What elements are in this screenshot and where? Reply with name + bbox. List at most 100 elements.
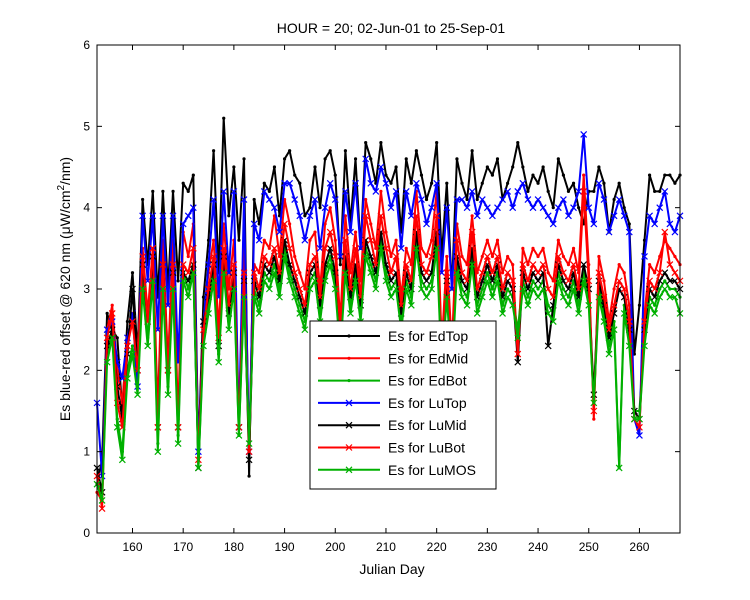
data-point <box>298 181 302 185</box>
x-tick-label: 220 <box>427 540 447 554</box>
data-point <box>524 301 532 309</box>
data-point <box>561 287 566 291</box>
data-point <box>125 319 130 324</box>
data-point <box>453 236 461 244</box>
data-point <box>418 285 425 293</box>
data-point <box>296 285 304 293</box>
data-point <box>347 228 354 236</box>
data-point <box>561 173 566 177</box>
data-point <box>495 238 500 242</box>
data-point <box>531 246 535 250</box>
data-point <box>250 293 258 301</box>
data-point <box>585 204 593 212</box>
data-point <box>544 212 552 220</box>
data-point <box>671 228 679 236</box>
data-point <box>646 277 654 285</box>
data-point <box>306 285 314 293</box>
data-point <box>389 181 393 185</box>
data-point <box>671 277 679 285</box>
data-point <box>321 277 329 285</box>
data-point <box>303 287 307 291</box>
data-point <box>282 157 287 161</box>
data-point <box>169 212 177 220</box>
legend-label: Es for EdBot <box>388 373 467 389</box>
data-point <box>559 277 567 285</box>
data-point <box>595 269 603 277</box>
data-point <box>544 309 552 317</box>
data-point <box>369 222 373 226</box>
data-point <box>445 181 449 185</box>
data-point <box>656 269 664 277</box>
data-point <box>306 261 314 269</box>
data-point <box>377 163 385 171</box>
data-point <box>382 179 390 187</box>
data-point <box>627 303 631 307</box>
data-point <box>514 350 522 358</box>
data-point <box>647 173 652 177</box>
data-point <box>394 238 398 242</box>
data-point <box>159 212 167 220</box>
data-point <box>321 204 329 212</box>
data-point <box>260 277 268 285</box>
data-point <box>419 173 424 177</box>
data-point <box>392 187 400 195</box>
data-point <box>445 254 449 259</box>
legend-swatch-marker <box>345 466 353 474</box>
data-point <box>483 204 491 212</box>
data-point <box>341 187 349 195</box>
data-point <box>379 189 383 193</box>
data-point <box>509 204 517 212</box>
data-point <box>412 212 420 220</box>
y-tick-label: 0 <box>83 526 90 540</box>
data-point <box>321 244 329 252</box>
data-point <box>225 326 233 334</box>
data-point <box>367 269 375 277</box>
y-axis-label-part-2: μ <box>57 226 73 234</box>
y-axis-label-part-5: /nm) <box>57 157 73 185</box>
data-point <box>580 187 588 195</box>
data-point <box>651 285 659 293</box>
data-point <box>620 212 628 220</box>
data-point <box>255 309 263 317</box>
data-point <box>232 165 236 169</box>
legend-swatch-marker <box>345 421 353 429</box>
data-point <box>222 116 226 120</box>
data-point <box>605 228 613 236</box>
data-point <box>663 173 667 177</box>
data-point <box>465 197 469 202</box>
data-point <box>262 181 266 185</box>
data-point <box>424 254 429 259</box>
data-point <box>308 238 312 242</box>
data-point <box>382 244 390 252</box>
data-point <box>181 181 185 185</box>
data-point <box>521 165 525 169</box>
data-point <box>303 214 307 218</box>
data-point <box>499 285 506 293</box>
data-point <box>435 141 439 145</box>
data-point <box>605 350 613 358</box>
chart-title: HOUR = 20; 02-Jun-01 to 25-Sep-01 <box>277 20 506 36</box>
data-point <box>504 293 512 301</box>
data-point <box>205 309 212 317</box>
data-point <box>255 285 263 293</box>
data-point <box>483 253 491 260</box>
data-point <box>617 181 621 185</box>
data-point <box>529 261 537 269</box>
data-point <box>323 222 327 226</box>
data-point <box>480 287 484 291</box>
data-point <box>577 206 581 210</box>
legend-box <box>309 320 497 490</box>
data-point <box>524 277 532 285</box>
data-point <box>364 141 368 145</box>
data-point <box>281 220 288 228</box>
data-point <box>130 271 135 275</box>
data-point <box>250 220 258 228</box>
data-point <box>658 189 662 193</box>
data-point <box>494 253 501 260</box>
data-point <box>585 301 593 309</box>
data-point <box>615 464 623 472</box>
data-point <box>387 293 395 301</box>
data-point <box>326 179 334 187</box>
data-point <box>191 173 195 177</box>
data-point <box>651 293 659 301</box>
